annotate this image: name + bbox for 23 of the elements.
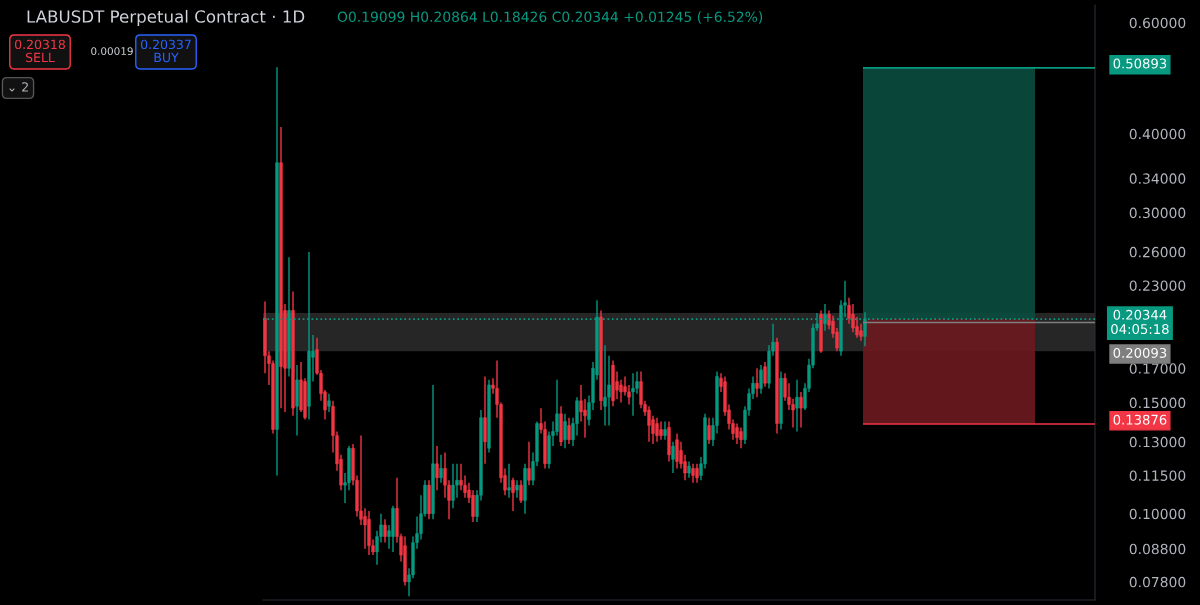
y-tick-label: 0.08800 xyxy=(1129,543,1186,555)
y-tick-label: 0.13000 xyxy=(1129,436,1186,448)
text: ⌄ 2 xyxy=(9,82,28,92)
y-tick-label: 0.07800 xyxy=(1129,576,1186,588)
ref-line-label: 0.50893 xyxy=(1113,58,1167,69)
chart-subtitle: O0.19099 H0.20864 L0.18426 C0.20344 +0.01245 (+6.52%) xyxy=(337,11,763,24)
ref-line-label: 0.20344 04:05:18 xyxy=(1111,309,1169,335)
chart-title: LABUSDT Perpetual Contract · 1D xyxy=(27,9,305,27)
text: 0.20337 BUY xyxy=(140,39,191,63)
y-tick-label: 0.40000 xyxy=(1129,128,1186,140)
y-tick-label: 0.30000 xyxy=(1129,207,1186,219)
y-tick-label: 0.60000 xyxy=(1129,17,1186,29)
y-tick-label: 0.15000 xyxy=(1129,397,1186,409)
y-tick-label: 0.10000 xyxy=(1129,508,1186,520)
ref-line-label: 0.20093 xyxy=(1113,347,1167,358)
ref-line-label: 0.13876 xyxy=(1113,414,1167,425)
text: 0.00019 xyxy=(91,47,133,56)
text: 0.20318 SELL xyxy=(14,39,65,63)
y-tick-label: 0.23000 xyxy=(1129,280,1186,291)
y-tick-label: 0.26000 xyxy=(1129,246,1186,258)
y-tick-label: 0.17000 xyxy=(1129,363,1186,374)
y-tick-label: 0.11500 xyxy=(1129,470,1186,481)
y-tick-label: 0.34000 xyxy=(1129,173,1186,184)
